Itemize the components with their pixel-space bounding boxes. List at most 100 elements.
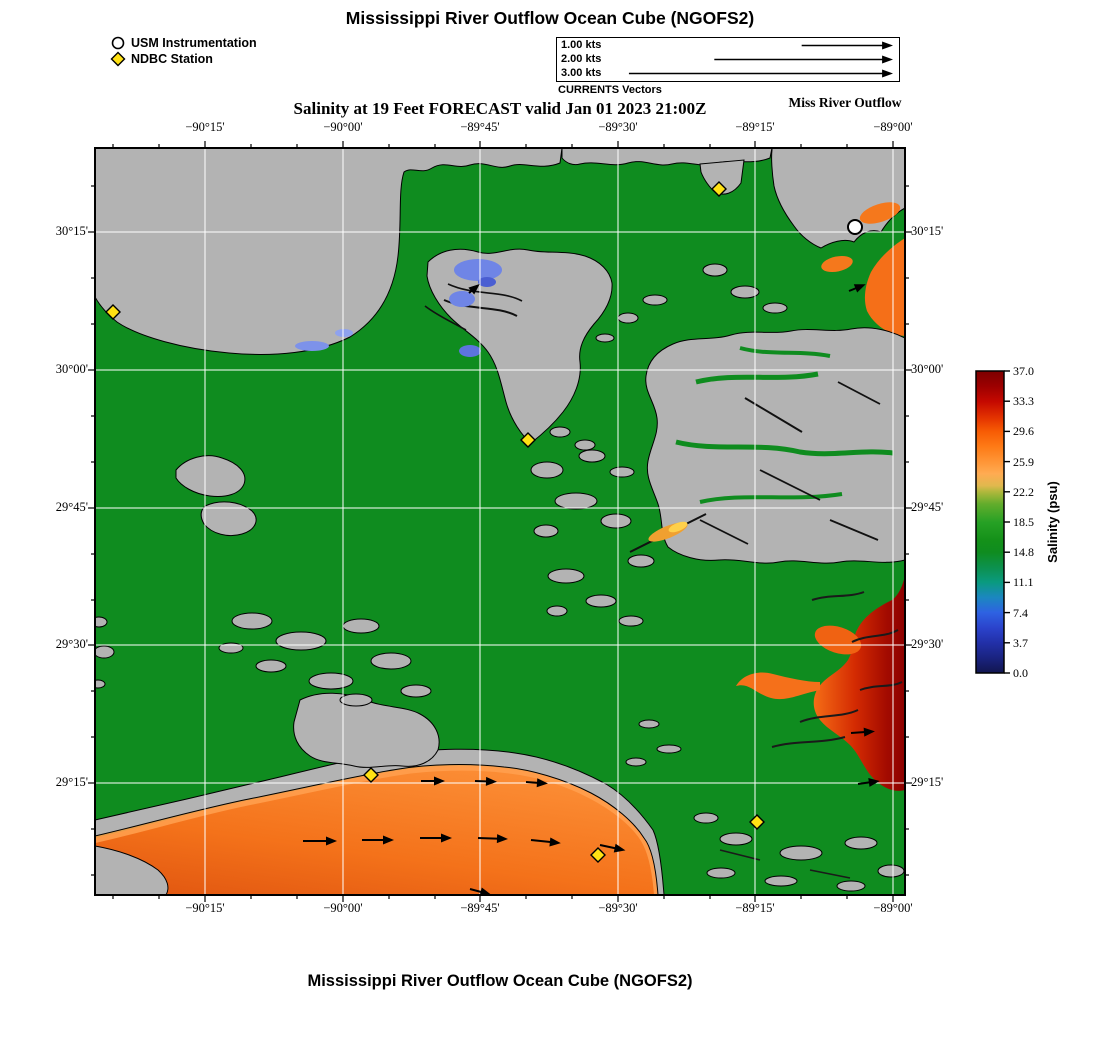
ndbc-station-marker bbox=[520, 432, 536, 448]
colorbar-tick-label: 29.6 bbox=[1013, 424, 1034, 439]
marsh-island bbox=[533, 524, 559, 538]
colorbar-tick-label: 37.0 bbox=[1013, 364, 1034, 378]
currents-1kt-label: 1.00 kts bbox=[561, 39, 602, 51]
marsh-island bbox=[275, 631, 327, 651]
ndbc-station-marker bbox=[749, 814, 765, 830]
marsh-island bbox=[836, 880, 866, 892]
current-vector-arrow bbox=[850, 727, 875, 737]
marsh-streak bbox=[811, 591, 865, 601]
lon-tick-label-bottom: −90°15' bbox=[185, 901, 225, 915]
marsh-island bbox=[549, 426, 571, 438]
mid-salinity-streak bbox=[629, 513, 707, 553]
current-vector-arrow bbox=[857, 778, 880, 787]
lat-tick-label-right: 30°15' bbox=[911, 224, 944, 238]
island bbox=[175, 455, 246, 497]
marsh-channel-green bbox=[675, 439, 894, 457]
lon-tick-label-bottom: −89°30' bbox=[598, 901, 638, 915]
lat-tick-label-left: 30°15' bbox=[55, 224, 88, 238]
colorbar bbox=[975, 370, 1005, 674]
current-vector-arrow bbox=[599, 843, 626, 853]
marsh-island bbox=[578, 449, 606, 463]
colorbar-tick-label: 25.9 bbox=[1013, 454, 1034, 469]
streak-yellow bbox=[668, 521, 688, 533]
colorbar-tick-label: 3.7 bbox=[1013, 635, 1028, 650]
ndbc-station-marker bbox=[363, 767, 379, 783]
land-mass-right-marsh bbox=[645, 327, 905, 564]
lon-tick-label-top: −89°45' bbox=[460, 120, 500, 134]
marsh-island bbox=[618, 615, 644, 627]
currents-2kt-label: 2.00 kts bbox=[561, 53, 602, 65]
marsh-streak bbox=[851, 629, 899, 643]
currents-3kt-label: 3.00 kts bbox=[561, 67, 602, 79]
low-salinity-patch bbox=[449, 291, 475, 307]
station-legend: USM Instrumentation NDBC Station bbox=[110, 35, 257, 67]
lon-tick-label-bottom: −89°00' bbox=[873, 901, 913, 915]
marsh-island bbox=[617, 312, 639, 324]
currents-3kt-arrow bbox=[628, 69, 894, 78]
colorbar-ticks bbox=[1004, 370, 1010, 674]
marsh-island bbox=[764, 875, 798, 887]
figure-title-top: Mississippi River Outflow Ocean Cube (NG… bbox=[345, 8, 755, 28]
currents-legend-row: 2.00 kts bbox=[561, 53, 895, 66]
lon-tick-label-bottom: −89°15' bbox=[735, 901, 775, 915]
marsh-island bbox=[554, 492, 598, 510]
forecast-subtitle: Salinity at 19 Feet FORECAST valid Jan 0… bbox=[293, 99, 707, 118]
colorbar-gradient bbox=[975, 370, 1005, 674]
bayou-line bbox=[699, 519, 749, 545]
low-salinity-patch bbox=[454, 259, 502, 281]
ndbc-station-marker bbox=[105, 304, 121, 320]
marsh-island bbox=[844, 836, 878, 850]
low-salinity-patch bbox=[335, 329, 353, 337]
ndbc-diamond-icon bbox=[110, 51, 126, 67]
lon-tick-label-top: −90°00' bbox=[323, 120, 363, 134]
current-vector-arrow bbox=[421, 776, 445, 786]
marsh-island bbox=[638, 719, 660, 729]
marsh-island bbox=[706, 867, 736, 879]
lon-tick-label-top: −89°00' bbox=[873, 120, 913, 134]
gulf-high-salinity-water bbox=[95, 765, 659, 895]
right-edge-orange-water bbox=[864, 238, 905, 336]
currents-1kt-arrow bbox=[801, 41, 894, 50]
marsh-island bbox=[779, 845, 823, 861]
marsh-streak bbox=[859, 681, 903, 691]
marsh-island bbox=[308, 672, 354, 690]
colorbar-tick-label: 0.0 bbox=[1013, 666, 1028, 680]
map-graphics bbox=[95, 148, 905, 895]
lat-tick-label-right: 30°00' bbox=[911, 362, 944, 376]
marsh-channel-green bbox=[695, 371, 819, 385]
lon-tick-label-top: −89°15' bbox=[735, 120, 775, 134]
grid-lines bbox=[95, 148, 905, 895]
current-vector-arrow bbox=[525, 778, 548, 788]
colorbar-tick-label: 14.8 bbox=[1013, 545, 1034, 560]
marsh-streak bbox=[719, 849, 761, 861]
marsh-channel-green bbox=[699, 492, 843, 504]
orange-patch bbox=[814, 625, 862, 655]
bayou-line bbox=[424, 305, 467, 331]
marsh-streak bbox=[799, 709, 859, 723]
marsh-island bbox=[255, 659, 287, 673]
marsh-island bbox=[719, 832, 753, 846]
marsh-island bbox=[625, 757, 647, 767]
colorbar-tick-label: 11.1 bbox=[1013, 575, 1034, 590]
miss-river-outflow-label: Miss River Outflow bbox=[788, 95, 902, 110]
colorbar-tick-label: 22.2 bbox=[1013, 484, 1034, 499]
colorbar-tick-label: 18.5 bbox=[1013, 515, 1034, 529]
low-salinity-patch bbox=[295, 341, 329, 351]
current-vector-arrow bbox=[468, 284, 480, 295]
marsh-island bbox=[609, 466, 635, 478]
ndbc-station-marker bbox=[590, 847, 606, 863]
marsh-island bbox=[400, 684, 432, 698]
currents-legend-row: 1.00 kts bbox=[561, 39, 895, 52]
lon-tick-label-bottom: −90°00' bbox=[323, 901, 363, 915]
usm-circle-icon bbox=[111, 36, 125, 50]
marsh-island bbox=[231, 612, 273, 630]
marsh-island bbox=[585, 594, 617, 608]
marsh-island bbox=[642, 294, 668, 306]
marsh-island bbox=[877, 864, 905, 878]
marsh-streak bbox=[809, 869, 851, 879]
island bbox=[200, 501, 257, 537]
current-vector-arrow bbox=[362, 835, 394, 845]
currents-2kt-arrow bbox=[714, 55, 894, 64]
current-vector-arrow bbox=[848, 284, 866, 293]
usm-station-marker bbox=[847, 219, 863, 235]
